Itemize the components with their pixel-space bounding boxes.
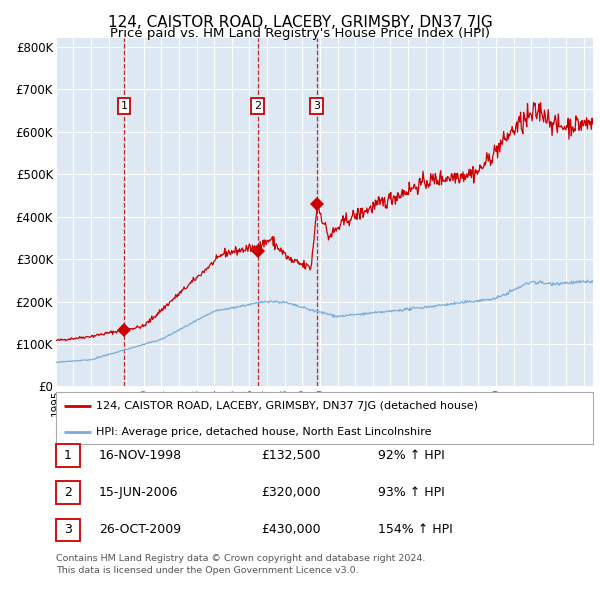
Text: 154% ↑ HPI: 154% ↑ HPI — [378, 523, 453, 536]
Text: 26-OCT-2009: 26-OCT-2009 — [99, 523, 181, 536]
Text: 124, CAISTOR ROAD, LACEBY, GRIMSBY, DN37 7JG: 124, CAISTOR ROAD, LACEBY, GRIMSBY, DN37… — [107, 15, 493, 30]
Text: 1: 1 — [121, 101, 128, 112]
Text: 93% ↑ HPI: 93% ↑ HPI — [378, 486, 445, 499]
Text: £320,000: £320,000 — [261, 486, 320, 499]
Text: 1: 1 — [64, 449, 72, 462]
Text: 15-JUN-2006: 15-JUN-2006 — [99, 486, 179, 499]
Text: 92% ↑ HPI: 92% ↑ HPI — [378, 449, 445, 462]
Text: £430,000: £430,000 — [261, 523, 320, 536]
Text: Contains HM Land Registry data © Crown copyright and database right 2024.
This d: Contains HM Land Registry data © Crown c… — [56, 555, 425, 575]
Text: Price paid vs. HM Land Registry's House Price Index (HPI): Price paid vs. HM Land Registry's House … — [110, 27, 490, 40]
Text: 2: 2 — [254, 101, 261, 112]
Text: £132,500: £132,500 — [261, 449, 320, 462]
Text: 3: 3 — [64, 523, 72, 536]
Text: 3: 3 — [313, 101, 320, 112]
Text: 16-NOV-1998: 16-NOV-1998 — [99, 449, 182, 462]
Text: 124, CAISTOR ROAD, LACEBY, GRIMSBY, DN37 7JG (detached house): 124, CAISTOR ROAD, LACEBY, GRIMSBY, DN37… — [96, 401, 478, 411]
Text: HPI: Average price, detached house, North East Lincolnshire: HPI: Average price, detached house, Nort… — [96, 427, 431, 437]
Text: 2: 2 — [64, 486, 72, 499]
